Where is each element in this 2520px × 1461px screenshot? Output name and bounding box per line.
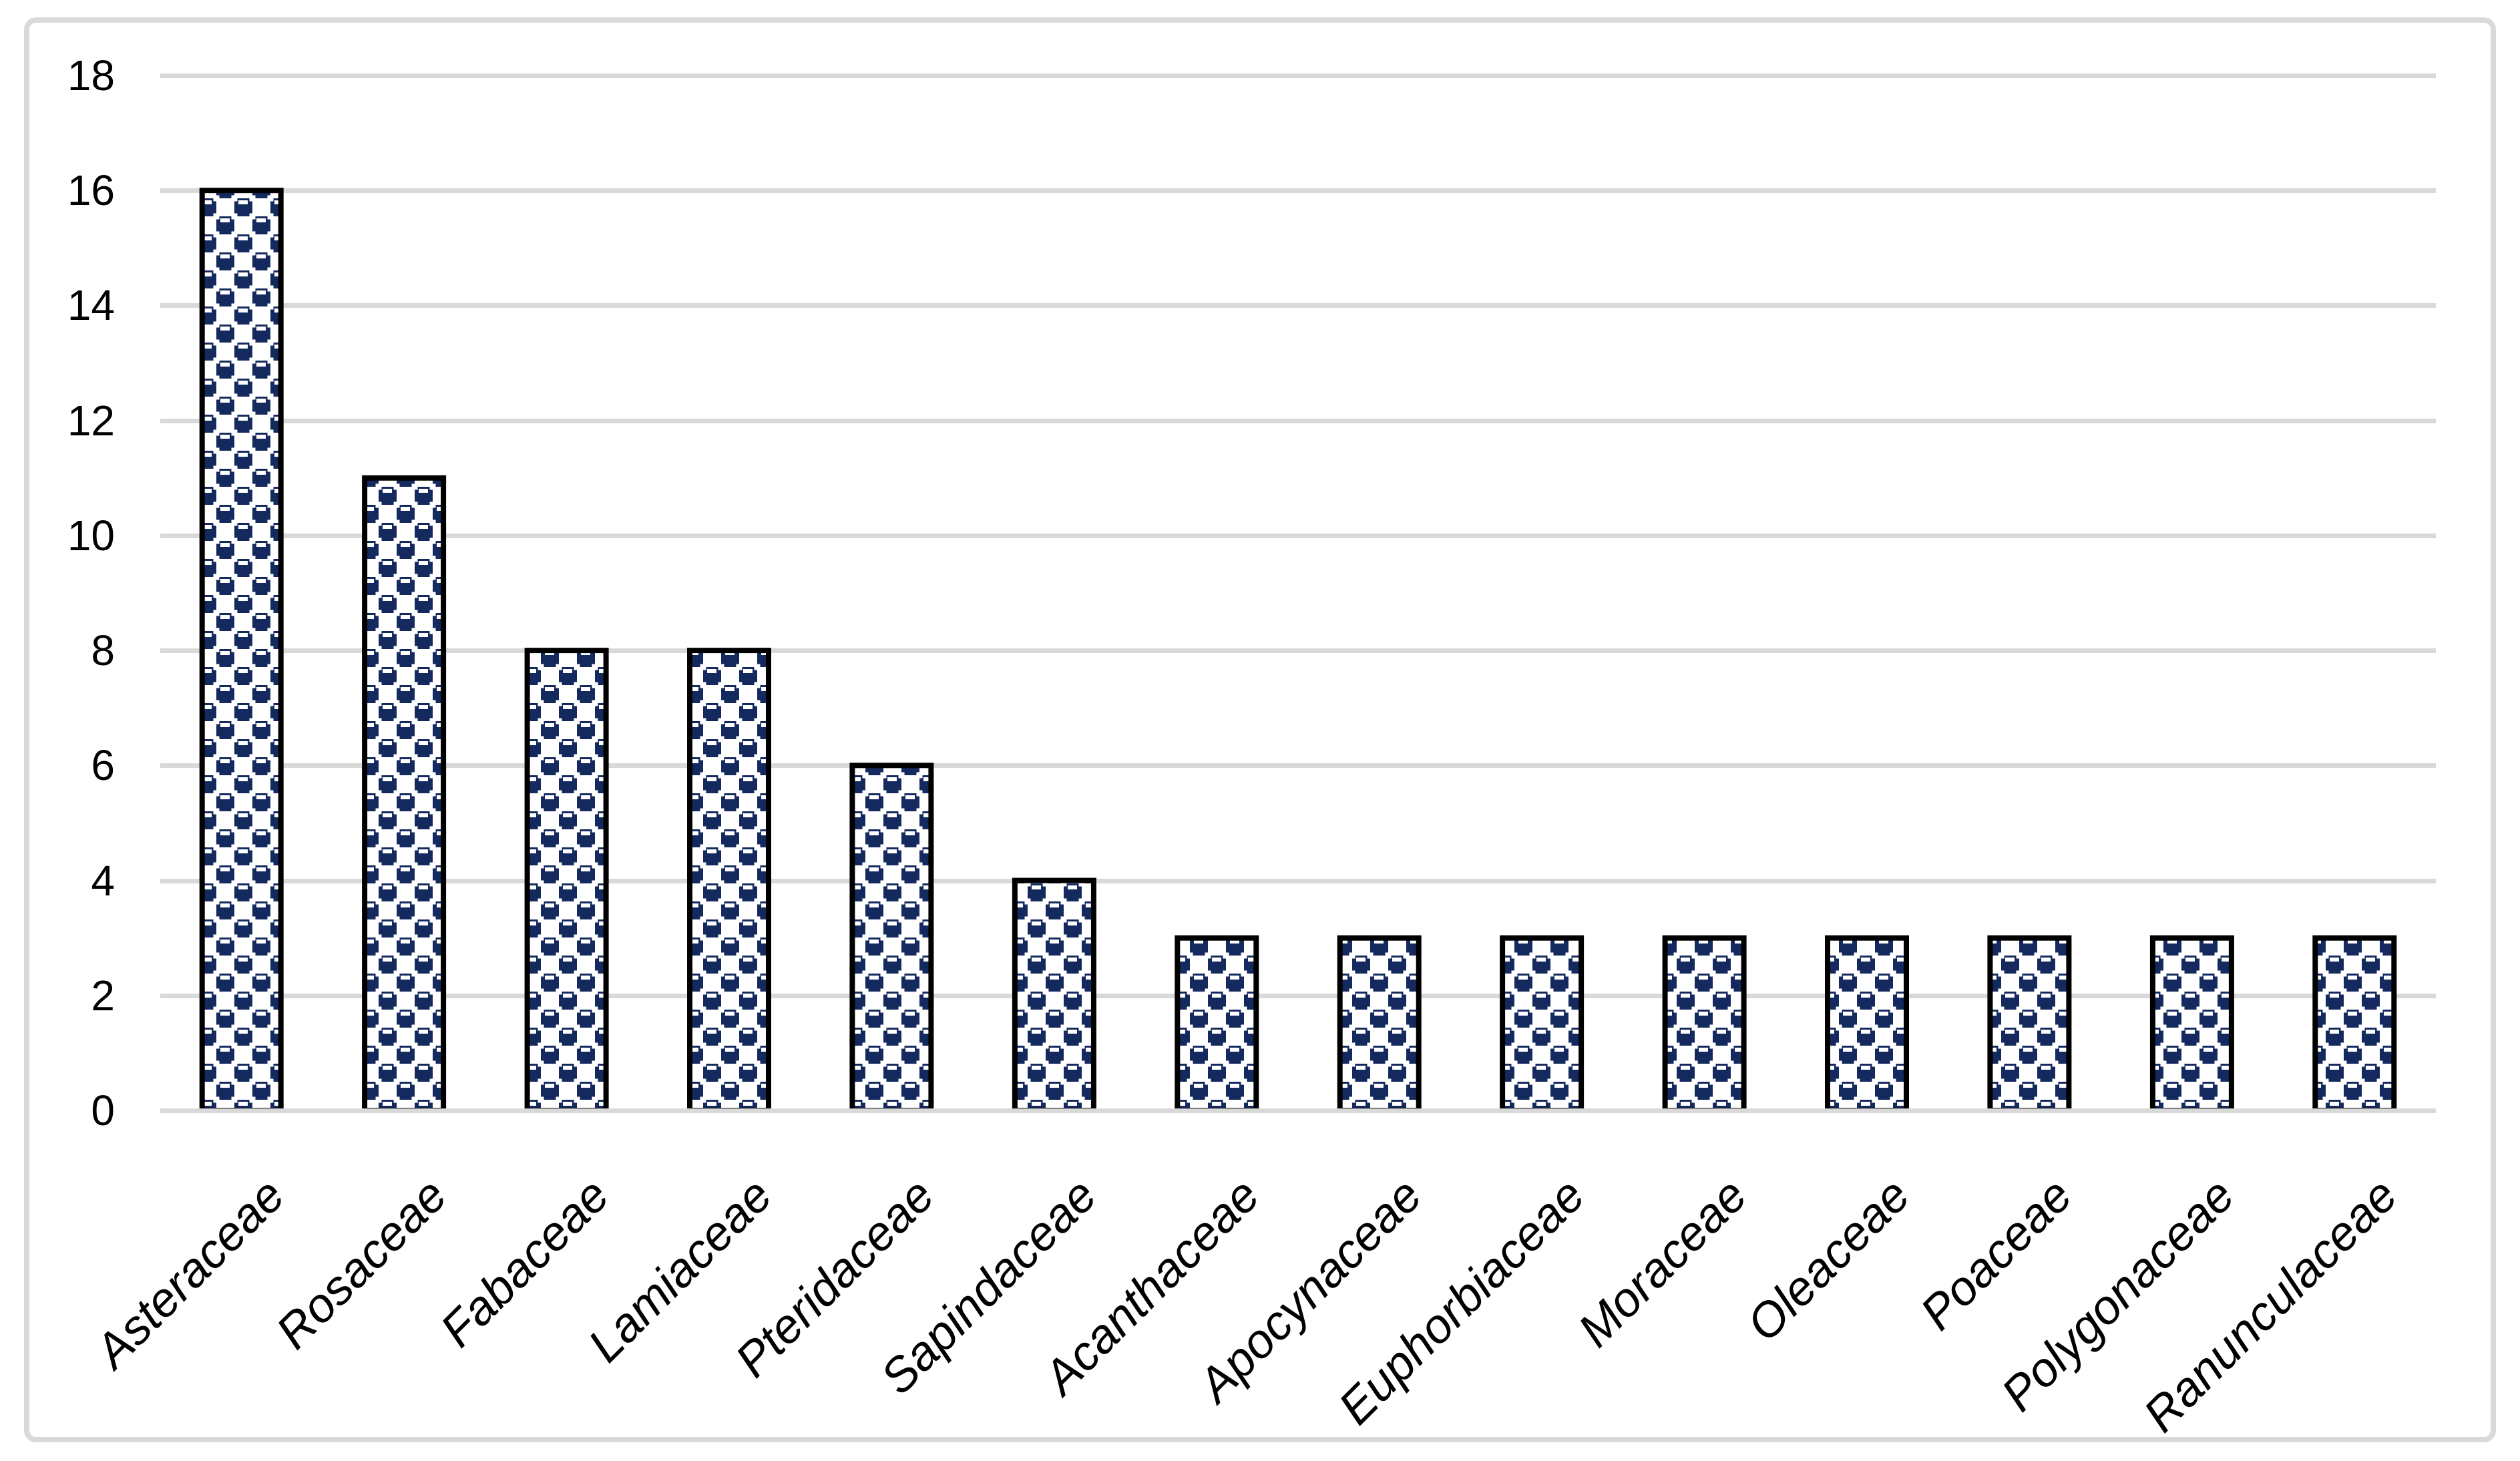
y-tick-label: 14	[67, 281, 115, 330]
y-tick-label: 6	[91, 741, 115, 790]
bar-euphorbiaceae	[1500, 935, 1585, 1113]
gridline-4	[160, 878, 2436, 883]
gridline-16	[160, 188, 2436, 194]
bar-asteraceae	[199, 188, 284, 1114]
bar-rosaceae	[362, 475, 447, 1113]
bar-ranunculaceae	[2312, 935, 2397, 1113]
y-tick-label: 2	[91, 971, 115, 1020]
y-tick-label: 4	[91, 856, 115, 905]
bar-poaceae	[1987, 935, 2072, 1113]
bar-pteridaceae	[849, 763, 934, 1114]
bars-group	[199, 188, 2397, 1114]
bar-oleaceae	[1825, 935, 1909, 1113]
bar-lamiaceae	[687, 648, 771, 1113]
bar-acanthaceae	[1175, 935, 1259, 1113]
y-tick-label: 0	[91, 1086, 115, 1134]
bar-moraceae	[1662, 935, 1747, 1113]
gridline-10	[160, 533, 2436, 538]
y-tick-label: 8	[91, 626, 115, 675]
bar-apocynaceae	[1337, 935, 1422, 1113]
gridline-6	[160, 763, 2436, 769]
y-tick-label: 16	[67, 166, 115, 215]
gridline-12	[160, 418, 2436, 423]
gridline-8	[160, 648, 2436, 654]
gridline-18	[160, 73, 2436, 78]
bar-polygonaceae	[2149, 935, 2234, 1113]
bar-sapindaceae	[1012, 877, 1096, 1113]
gridline-14	[160, 303, 2436, 308]
x-axis-line	[160, 1108, 2436, 1113]
y-tick-label: 12	[67, 396, 115, 445]
gridline-2	[160, 993, 2436, 998]
y-tick-label: 18	[67, 51, 115, 99]
bar-fabaceae	[524, 648, 609, 1113]
y-tick-label: 10	[67, 511, 115, 560]
